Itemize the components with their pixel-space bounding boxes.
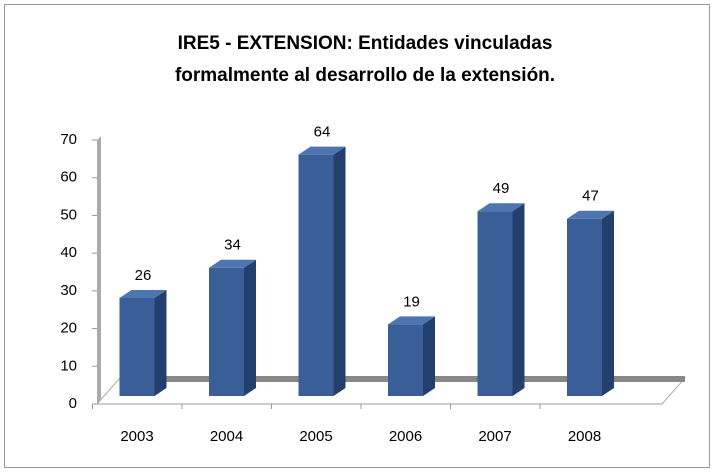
bar-top (209, 259, 256, 268)
bar (119, 297, 155, 396)
y-tick-label: 50 (60, 206, 77, 223)
y-tick-label: 10 (60, 357, 77, 374)
value-label: 64 (314, 124, 331, 141)
bar-top (298, 146, 346, 155)
chart-title: IRE5 - EXTENSION: Entidades vinculadas f… (174, 33, 556, 86)
x-tick-label: 2003 (120, 428, 153, 445)
bar (477, 211, 513, 396)
value-label: 26 (135, 267, 152, 284)
x-tick-label: 2007 (478, 428, 511, 445)
y-tick-label: 40 (60, 244, 77, 261)
bar-top (119, 289, 167, 298)
bar (209, 267, 244, 396)
bar-top (477, 203, 525, 212)
value-label: 49 (493, 180, 510, 197)
bar-side (333, 146, 346, 396)
x-tick-label: 2006 (389, 428, 422, 445)
y-tick-label: 20 (60, 320, 77, 337)
y-tick-label: 30 (60, 282, 77, 299)
y-tick-label: 60 (60, 169, 77, 186)
bar-top (388, 316, 435, 325)
bar-side (512, 203, 525, 396)
bar-side (423, 316, 435, 396)
bar (388, 324, 423, 396)
value-label: 47 (582, 188, 599, 205)
x-tick-label: 2005 (299, 428, 332, 445)
chart-frame (4, 4, 710, 468)
bar-top (567, 210, 614, 219)
bar-side (244, 259, 256, 396)
y-tick-label: 0 (69, 395, 77, 412)
bar (298, 154, 334, 396)
bar (567, 218, 602, 396)
y-tick-label: 70 (60, 131, 77, 148)
value-label: 19 (403, 293, 420, 310)
bar-side (602, 210, 614, 396)
value-label: 34 (224, 237, 241, 254)
bar-side (154, 289, 167, 396)
y-axis (97, 136, 101, 404)
x-tick-label: 2004 (210, 428, 243, 445)
x-tick-label: 2008 (568, 428, 601, 445)
